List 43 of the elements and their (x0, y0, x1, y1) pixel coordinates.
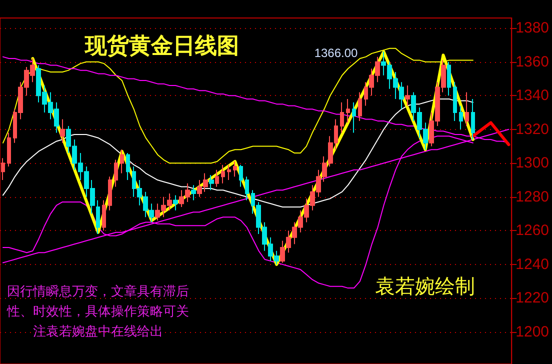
candlestick (102, 200, 106, 232)
candlestick (126, 152, 130, 181)
y-tick-label: 1220 (516, 290, 550, 307)
candlestick (346, 98, 350, 124)
candlestick (233, 160, 237, 178)
y-tick-label: 1200 (516, 323, 550, 340)
candlestick (1, 158, 5, 181)
candlestick (108, 176, 112, 211)
candlestick (209, 174, 214, 191)
candlestick (245, 176, 249, 201)
candlestick (358, 92, 362, 122)
y-tick-label: 1240 (516, 256, 550, 273)
candlestick (459, 105, 463, 130)
candlestick (239, 164, 243, 188)
y-tick-label: 1280 (516, 188, 550, 206)
candlestick (352, 102, 356, 134)
candlestick (447, 61, 451, 96)
candlestick (191, 184, 196, 201)
text: 现货黄金日线图 (84, 33, 239, 59)
candlestick (60, 118, 65, 144)
annotation: 因行情瞬息万变，文章具有滞后性、时效性，具体操作策略可关注袁若婉盘中在线给出 (6, 284, 189, 340)
y-tick-label: 1360 (516, 53, 550, 70)
line-series (2, 98, 474, 208)
candlestick (227, 164, 231, 181)
candlestick (465, 92, 469, 127)
y-tick-label: 1320 (516, 120, 550, 138)
candlestick (7, 132, 11, 168)
annotation: 1366.00 (314, 46, 358, 60)
candlestick (471, 98, 475, 140)
candlestick (340, 102, 344, 134)
y-tick-label: 1300 (516, 154, 550, 172)
candlestick (114, 159, 118, 188)
candlestick (453, 82, 457, 122)
y-tick-label: 1260 (516, 222, 550, 240)
candlestick (120, 149, 124, 174)
candlestick (173, 194, 178, 211)
candlestick (405, 85, 410, 106)
candlestick (221, 164, 225, 184)
candlestick (215, 169, 219, 188)
y-tick-label: 1380 (516, 20, 550, 37)
y-tick-label: 1340 (516, 87, 550, 104)
candlestick (96, 200, 100, 235)
annotation: 袁若婉绘制 (375, 274, 475, 298)
